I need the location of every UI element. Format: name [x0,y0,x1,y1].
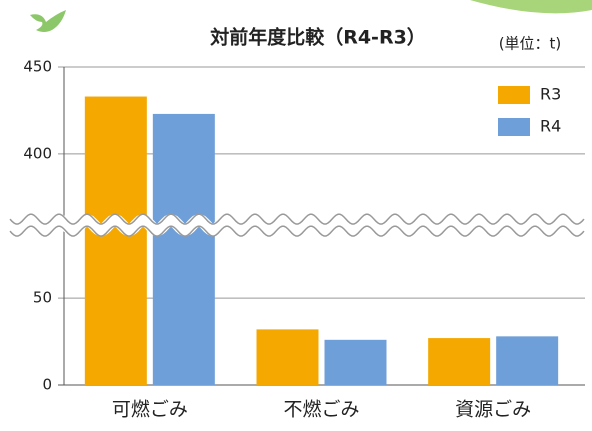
bar [496,336,558,385]
chart-title: 対前年度比較（R4-R3） [209,26,426,49]
y-tick-label: 450 [23,58,52,76]
legend-swatch [498,118,530,136]
y-tick-label: 50 [33,289,52,307]
legend-label: R3 [540,85,561,104]
y-tick-label: 400 [23,144,52,162]
x-tick-label: 不燃ごみ [283,399,359,421]
bar [257,329,319,385]
unit-label: (単位：t) [499,35,562,53]
legend-swatch [498,86,530,104]
bar [428,338,490,385]
decoration [470,0,592,13]
legend-label: R4 [540,117,561,136]
x-tick-label: 資源ごみ [455,399,531,421]
y-tick-label: 0 [42,376,52,394]
x-tick-label: 可燃ごみ [112,399,188,421]
chart: 対前年度比較（R4-R3） (単位：t) 0 50 400 450 可燃ごみ 不燃ごみ 資源… [0,0,592,427]
bar [325,340,387,385]
bar [85,97,147,385]
bar [153,114,215,385]
bird-icon [30,10,66,32]
